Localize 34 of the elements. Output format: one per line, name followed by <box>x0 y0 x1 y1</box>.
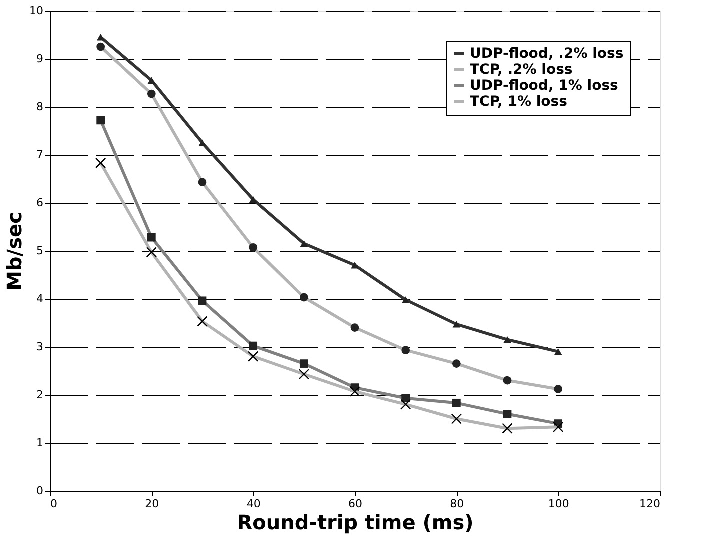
point <box>402 296 410 304</box>
y-tick-label: 2 <box>36 388 44 402</box>
point <box>96 34 105 41</box>
y-tick-label: 6 <box>36 196 44 210</box>
legend-label: UDP-flood, .2% loss <box>470 46 624 62</box>
x-tick-label: 80 <box>450 498 464 510</box>
x-tick-label: 20 <box>145 498 160 510</box>
legend-label: TCP, 1% loss <box>470 94 568 110</box>
point <box>351 262 359 269</box>
x-tick-label: 100 <box>548 498 570 510</box>
y-tick-label: 5 <box>36 244 44 258</box>
x-tick-label: 0 <box>50 498 58 510</box>
point <box>452 321 461 328</box>
point <box>249 196 258 203</box>
y-tick-label: 0 <box>36 484 44 498</box>
y-tick-label: 10 <box>30 4 44 18</box>
x-tick-label: 60 <box>348 498 362 510</box>
y-tick-label: 9 <box>36 52 44 66</box>
legend-label: TCP, .2% loss <box>470 62 573 78</box>
legend-label: UDP-flood, 1% loss <box>470 78 618 94</box>
y-tick-label: 4 <box>36 292 44 306</box>
x-tick-label: 120 <box>640 498 660 510</box>
point <box>554 348 562 356</box>
point <box>148 77 156 84</box>
y-tick-label: 8 <box>36 100 44 114</box>
point <box>504 336 512 344</box>
y-axis-title: Mb/sec <box>2 212 27 291</box>
x-axis-title: Round-trip time (ms) <box>237 510 474 534</box>
x-tick-label: 40 <box>246 498 261 510</box>
y-tick-label: 3 <box>36 340 44 354</box>
y-tick-label: 7 <box>36 148 44 162</box>
y-tick-label: 1 <box>36 436 44 450</box>
point <box>300 240 308 248</box>
point <box>198 140 206 146</box>
